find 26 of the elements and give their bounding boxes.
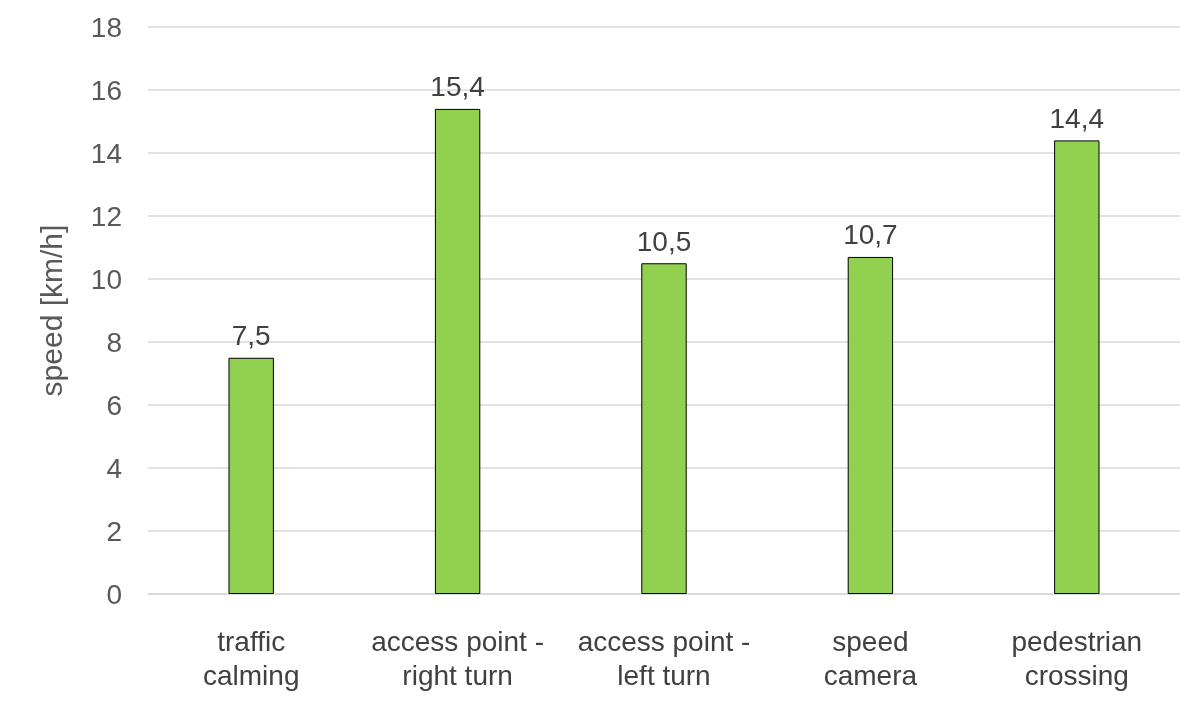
data-label: 14,4 [1049, 102, 1105, 134]
data-label: 7,5 [231, 320, 271, 352]
bar [847, 256, 894, 594]
data-label: 15,4 [430, 71, 485, 103]
x-tick-label: speed camera [823, 625, 918, 691]
x-tick-label: pedestrian crossing [1011, 625, 1143, 691]
x-tick-label: traffic calming [202, 625, 300, 691]
y-axis-title: speed [km/h] [34, 224, 68, 397]
bar [228, 357, 274, 594]
y-tick-label: 18 [90, 11, 122, 43]
y-tick-label: 12 [90, 200, 122, 232]
y-tick-label: 14 [90, 137, 122, 169]
y-tick-label: 6 [106, 389, 122, 421]
x-tick-label: access point - right turn [371, 625, 544, 691]
y-tick-label: 0 [106, 578, 122, 610]
bar [434, 108, 481, 594]
y-tick-label: 4 [106, 452, 122, 484]
y-tick-label: 2 [106, 515, 122, 547]
data-label: 10,7 [843, 219, 898, 251]
y-tick-label: 8 [106, 326, 122, 358]
bar [1054, 140, 1100, 594]
y-tick-label: 10 [90, 263, 122, 295]
data-label: 10,5 [636, 225, 692, 257]
y-tick-label: 16 [90, 74, 122, 106]
x-tick-label: access point - left turn [577, 625, 751, 691]
bar [641, 263, 687, 594]
